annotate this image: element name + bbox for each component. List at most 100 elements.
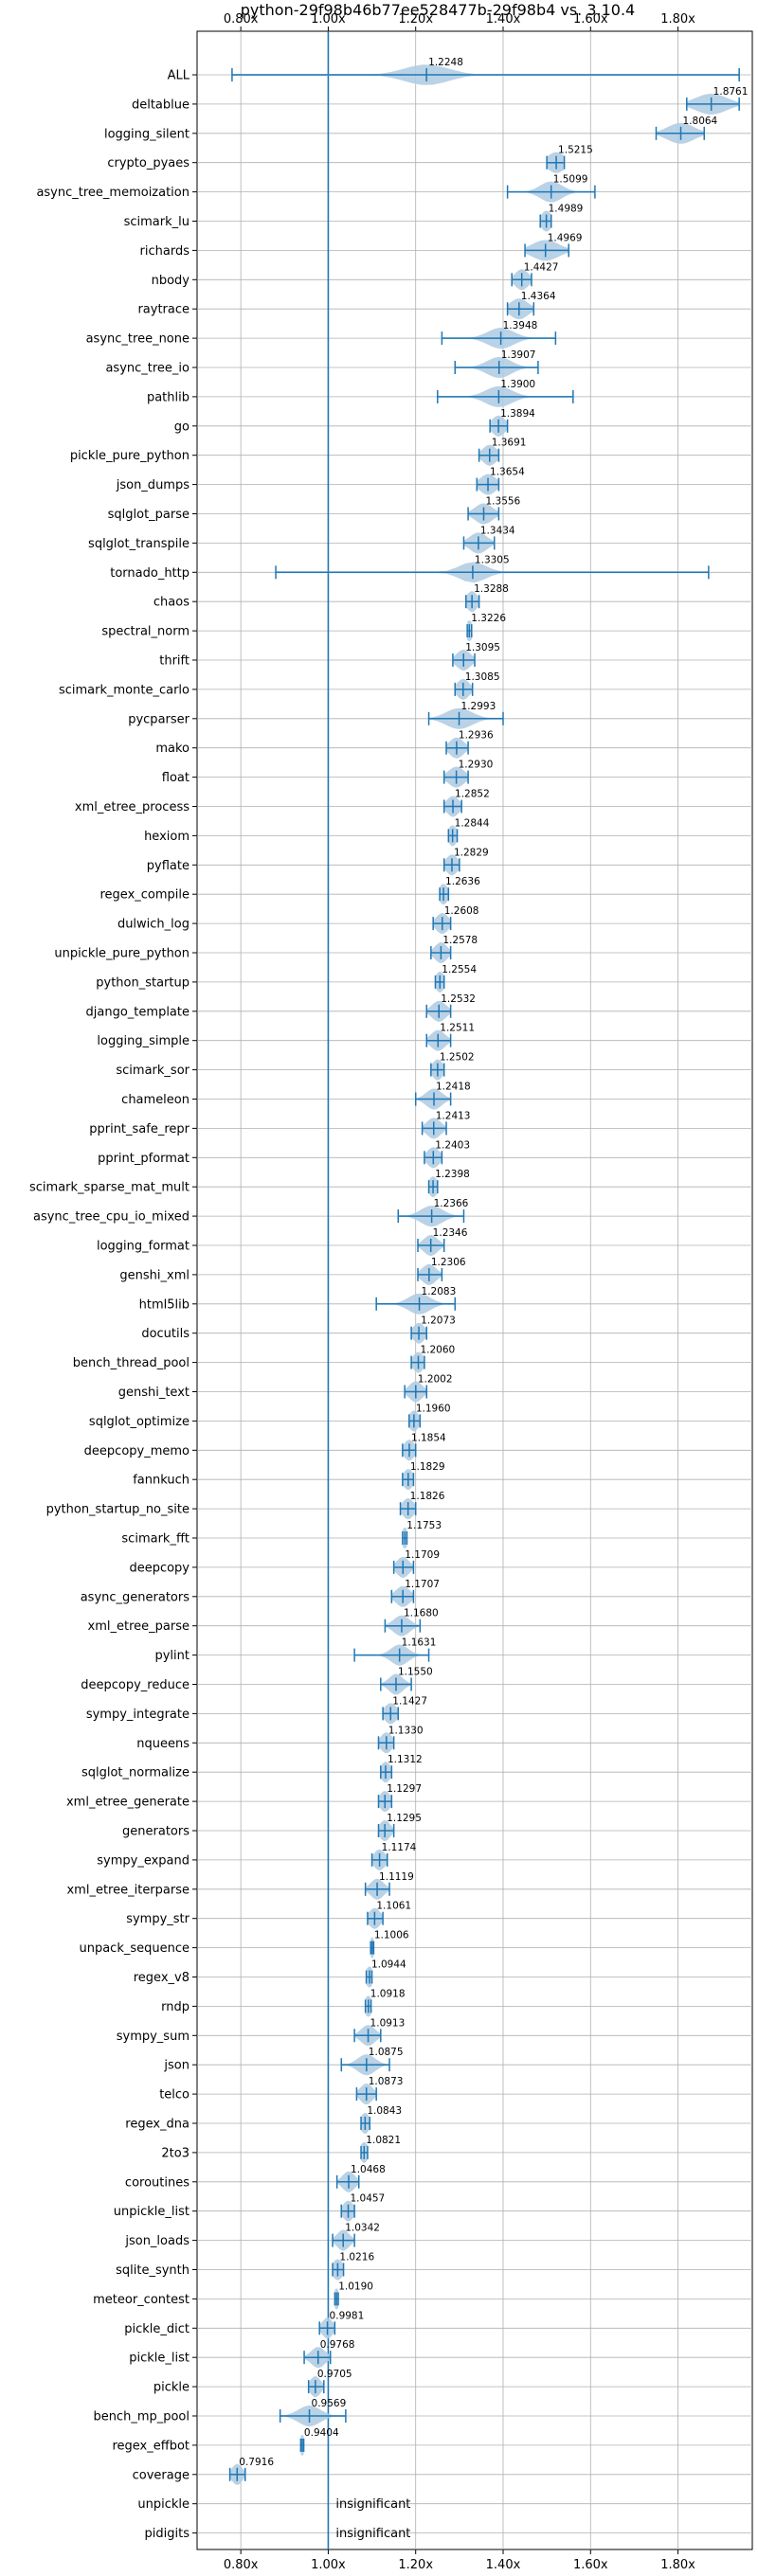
category-label: ALL [168,69,190,83]
value-label: 1.1312 [388,1754,423,1765]
x-tick-label-top: 1.20x [398,12,433,27]
value-label: 1.2532 [441,993,476,1005]
value-label: 1.1709 [405,1549,440,1561]
value-label: 0.9705 [317,2369,352,2380]
category-label: chameleon [121,1093,190,1107]
category-label: xml_etree_process [75,800,190,814]
value-label: 1.3226 [471,613,506,624]
value-label: 1.1680 [404,1608,439,1619]
category-label: coroutines [125,2175,190,2190]
category-label: python_startup_no_site [46,1503,190,1517]
value-label: 1.3691 [492,438,527,449]
x-tick-label-bottom: 1.40x [486,2558,521,2572]
value-label: 1.0190 [338,2281,373,2292]
value-label: 1.1295 [387,1813,422,1824]
category-label: coverage [133,2468,190,2482]
category-label: sympy_integrate [86,1708,190,1722]
value-label: 1.0873 [369,2076,404,2087]
category-label: docutils [141,1327,190,1341]
value-label: 1.3095 [465,642,500,653]
category-label: async_tree_memoization [36,186,190,200]
category-label: pylint [154,1649,190,1663]
category-label: sqlglot_optimize [89,1415,190,1429]
value-label: 1.5215 [558,145,593,156]
category-label: sympy_sum [117,2030,190,2044]
value-label: 1.2306 [431,1257,466,1268]
category-label: go [174,420,190,434]
x-tick-label-top: 1.40x [486,12,521,27]
value-label: 1.1119 [379,1871,414,1883]
category-label: crypto_pyaes [107,156,190,170]
value-label: 1.2930 [459,760,494,771]
value-label: 0.9404 [304,2427,339,2439]
category-label: pprint_safe_repr [89,1122,190,1136]
value-label: 0.7916 [239,2457,274,2468]
category-label: deepcopy [129,1561,190,1575]
category-label: unpickle_pure_python [54,947,190,961]
value-label: 1.3900 [500,379,535,390]
insignificant-label: insignificant [335,2527,410,2541]
category-label: nqueens [136,1737,190,1751]
category-label: raytrace [137,303,190,317]
category-label: async_tree_none [86,332,190,347]
category-label: dulwich_log [117,918,190,932]
value-label: 1.2083 [422,1286,457,1297]
category-label: sympy_expand [97,1853,190,1868]
value-label: 1.1297 [387,1783,422,1795]
category-label: bench_thread_pool [73,1356,190,1370]
category-label: deepcopy_memo [84,1444,190,1458]
value-label: 1.2829 [454,847,489,858]
category-label: unpickle [137,2497,190,2512]
value-label: 1.3556 [486,496,521,508]
category-label: meteor_contest [93,2293,190,2307]
value-label: 1.2346 [433,1227,468,1239]
category-label: scimark_lu [124,215,190,229]
value-label: 1.1707 [405,1579,440,1590]
category-label: html5lib [139,1297,190,1312]
category-label: regex_compile [99,888,190,903]
insignificant-label: insignificant [335,2497,410,2512]
value-label: 1.0821 [366,2135,401,2146]
category-label: deltablue [132,98,190,112]
value-label: 0.9768 [320,2339,355,2351]
category-label: logging_format [97,1240,190,1254]
value-label: 1.2366 [434,1198,469,1209]
value-label: 1.2554 [442,964,477,975]
value-label: 1.1330 [388,1725,424,1736]
chart-title: python-29f98b46b77ee528477b-29f98b4 vs. … [241,1,635,19]
category-label: pickle_pure_python [70,449,190,463]
value-label: 1.8064 [683,116,718,127]
category-label: bench_mp_pool [93,2410,190,2424]
category-label: regex_effbot [112,2439,190,2453]
value-label: 1.3894 [500,408,535,420]
category-label: json_loads [124,2234,190,2248]
category-label: json_dumps [116,478,190,492]
category-label: tornado_http [110,566,190,581]
value-label: 1.3085 [465,671,500,683]
value-label: 1.8761 [713,86,749,98]
category-label: pickle_list [129,2352,190,2366]
category-label: scimark_sparse_mat_mult [29,1181,190,1195]
category-label: fannkuch [133,1474,190,1488]
value-label: 1.3907 [501,349,536,361]
value-label: 1.1174 [382,1842,417,1853]
category-label: pickle [153,2381,190,2395]
x-tick-label-top: 1.00x [311,12,346,27]
value-label: 1.2993 [461,701,496,712]
category-label: spectral_norm [101,625,190,639]
category-label: json [163,2059,190,2073]
value-label: 1.2511 [440,1023,475,1034]
category-label: 2to3 [161,2146,190,2160]
value-label: 1.2413 [436,1110,471,1121]
category-label: telco [159,2088,190,2102]
value-label: 0.9981 [330,2310,365,2321]
value-label: 1.2608 [444,905,479,917]
category-label: hexiom [144,830,190,844]
value-label: 1.0457 [351,2193,386,2205]
category-label: async_generators [81,1590,190,1604]
value-label: 0.9569 [312,2398,347,2409]
category-label: regex_v8 [134,1971,190,1985]
category-label: pycparser [128,712,190,726]
category-label: pathlib [147,390,190,404]
category-label: scimark_fft [121,1532,190,1547]
